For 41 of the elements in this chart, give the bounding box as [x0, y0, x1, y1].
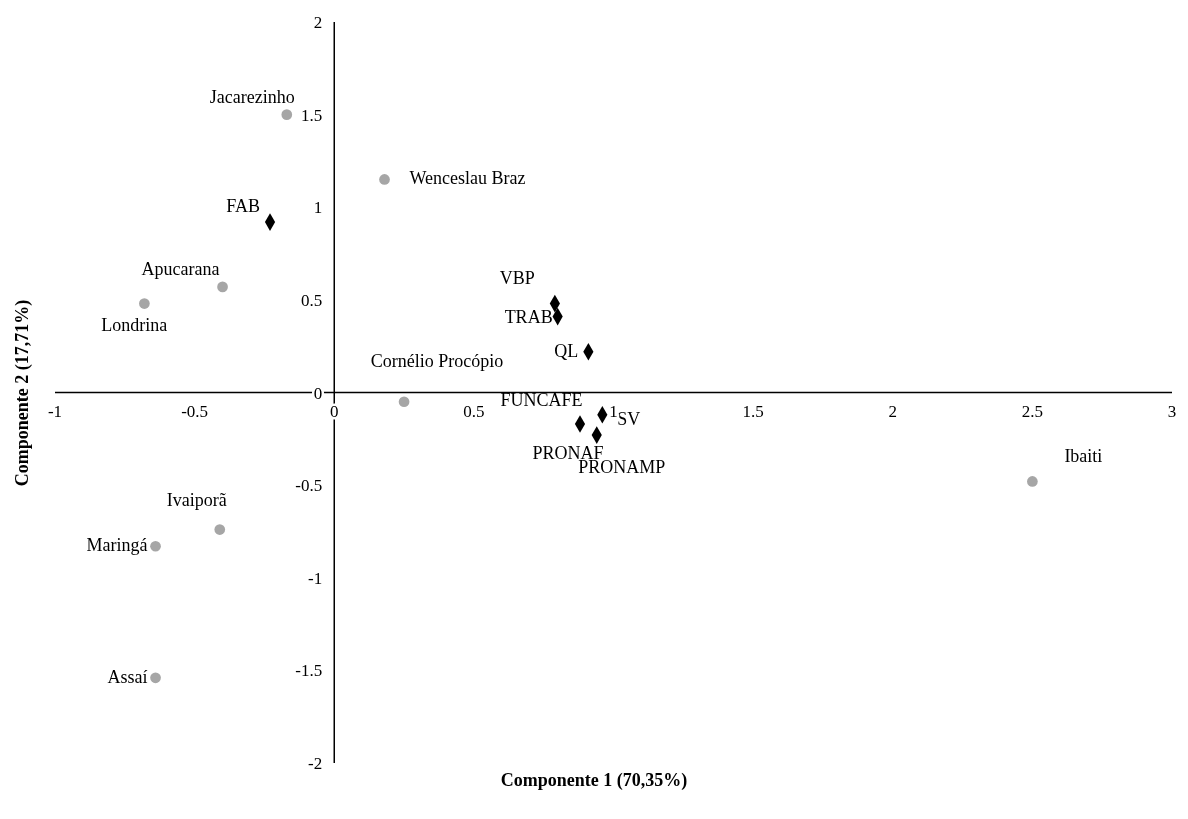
annotation: Maringá — [86, 535, 148, 556]
y-tick-label: -0.5 — [295, 476, 323, 496]
x-tick-label: -0.5 — [181, 401, 209, 421]
annotation: TRAB — [504, 306, 553, 327]
point — [281, 109, 293, 120]
x-tick-label: -1 — [47, 401, 63, 421]
point — [1027, 476, 1038, 487]
annotation: SV — [617, 408, 641, 429]
x-tick-label: 2.5 — [1021, 401, 1043, 421]
point — [150, 672, 161, 684]
annotation: Ivaiporã — [166, 489, 227, 510]
point — [398, 396, 410, 408]
x-tick-label: 3 — [1167, 401, 1177, 421]
point — [214, 524, 226, 535]
annotation: VBP — [499, 267, 535, 288]
y-tick-label: -1 — [308, 568, 323, 588]
point — [139, 298, 150, 309]
annotation: Wenceslau Braz — [409, 168, 526, 189]
x-tick-label: 2 — [888, 401, 897, 421]
y-tick-label: 1.5 — [301, 105, 323, 125]
annotation: Assaí — [107, 666, 148, 687]
annotation: QL — [554, 340, 579, 361]
annotation: Apucarana — [141, 258, 220, 279]
point — [379, 174, 390, 185]
y-tick-label: -1.5 — [295, 661, 323, 681]
x-axis-title: Componente 1 (70,35%) — [500, 770, 688, 790]
x-tick-label: 0.5 — [463, 401, 485, 421]
annotation: Jacarezinho — [209, 86, 295, 107]
y-tick-label: 2 — [313, 13, 323, 32]
annotation: Cornélio Procópio — [370, 350, 504, 371]
point — [150, 540, 161, 552]
annotation: FAB — [226, 196, 261, 217]
annotation: FUNCAFE — [500, 389, 583, 410]
point — [217, 281, 228, 293]
y-axis-title: Componente 2 (17,71%) — [12, 299, 33, 486]
y-tick-label: 1 — [313, 198, 323, 218]
y-tick-label: -2 — [308, 754, 323, 773]
annotation: Londrina — [101, 314, 168, 335]
x-tick-label: 1.5 — [742, 401, 764, 421]
annotation: Ibaiti — [1064, 446, 1103, 467]
y-tick-label: 0.5 — [301, 290, 323, 310]
